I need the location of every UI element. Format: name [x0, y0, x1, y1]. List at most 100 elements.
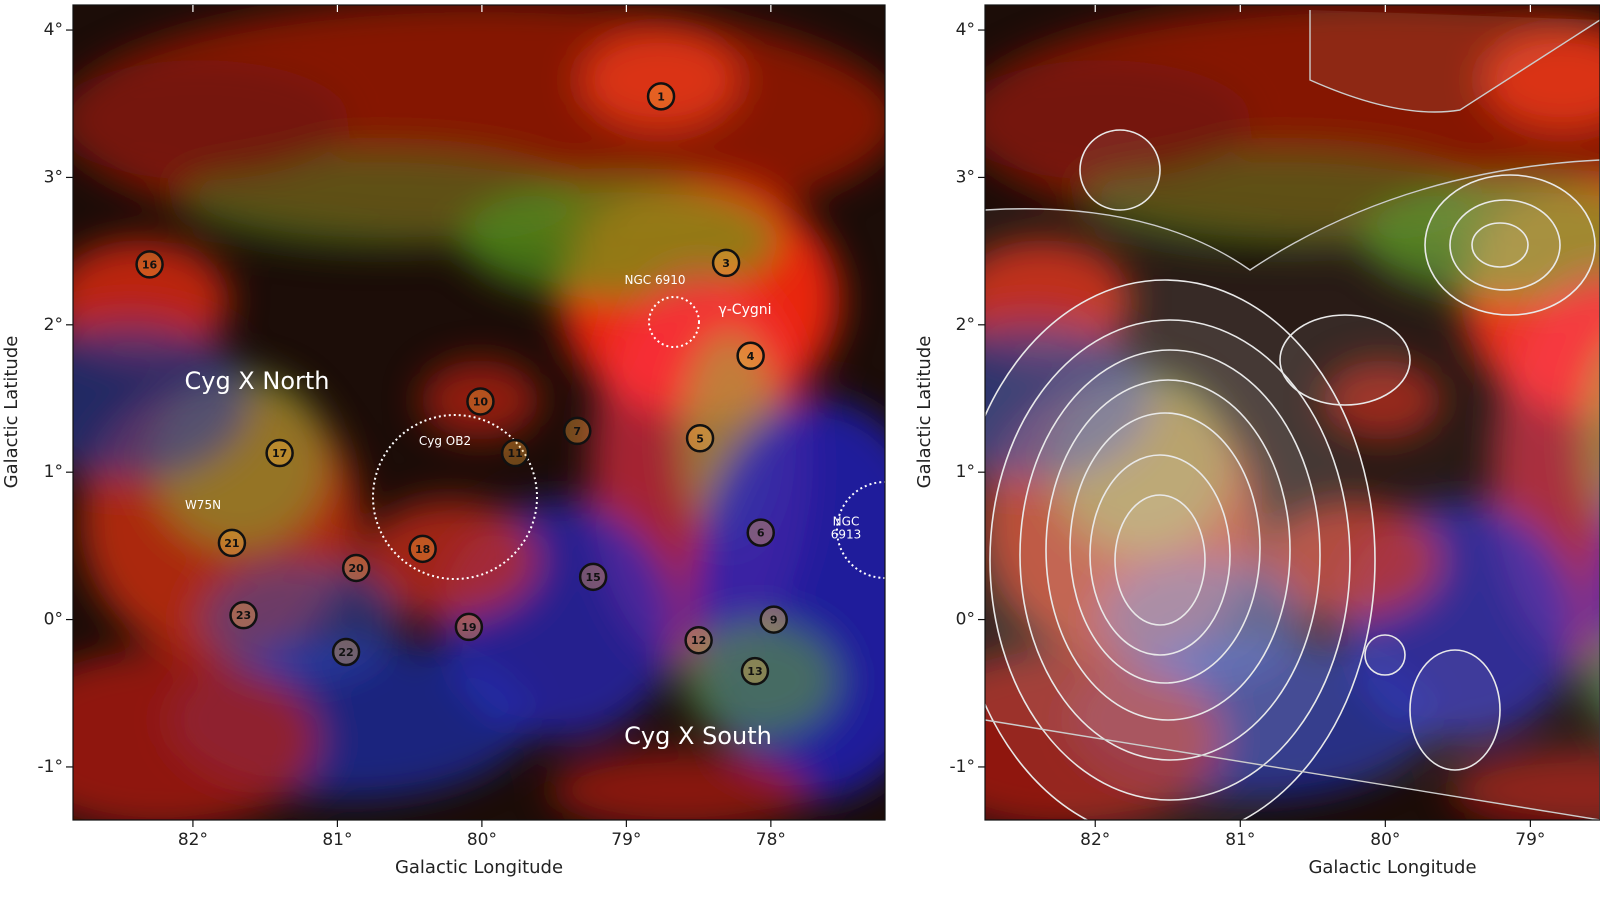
region-label: Cyg X North	[184, 367, 329, 395]
x-tick-label: 82°	[178, 830, 208, 850]
source-marker	[500, 438, 530, 468]
contours	[985, 10, 1600, 820]
nebula-blob	[1482, 30, 1600, 130]
x-tick-label: 82°	[1080, 830, 1110, 850]
source-marker	[578, 562, 608, 592]
nebula-blob	[73, 60, 350, 180]
contour	[985, 279, 1376, 820]
source-label: 13	[747, 665, 762, 678]
y-axis-label: Galactic Latitude	[914, 336, 935, 489]
source-label: 16	[142, 258, 158, 271]
source-marker	[684, 625, 713, 655]
source-label: 23	[236, 609, 251, 622]
y-tick-label: 2°	[44, 315, 63, 335]
source-label: 6	[757, 527, 765, 540]
y-tick-label: 4°	[44, 20, 63, 40]
region-label: Cyg OB2	[419, 434, 471, 448]
nebula-blob	[360, 500, 540, 620]
contour	[1089, 454, 1231, 656]
source-label: 9	[770, 614, 778, 627]
x-tick-label: 80°	[467, 830, 497, 850]
x-tick-label: 80°	[1370, 830, 1400, 850]
x-tick-label: 79°	[611, 830, 641, 850]
nebula-blob	[985, 60, 1252, 180]
nebula-blob	[550, 750, 810, 820]
source-label: 15	[585, 571, 600, 584]
contour	[1424, 174, 1596, 316]
source-label: 19	[461, 621, 476, 634]
nebula-blob	[680, 620, 840, 740]
y-tick-label: 1°	[44, 462, 63, 482]
source-marker	[746, 518, 775, 547]
nebula-blob	[200, 560, 400, 680]
source-marker	[562, 416, 592, 446]
contour	[1449, 199, 1561, 291]
nebula-blob	[580, 30, 740, 130]
nebula-blob	[1582, 642, 1600, 718]
source-label: 10	[473, 395, 489, 408]
nebula-blob	[180, 150, 580, 250]
x-axis-label: Galactic Longitude	[1308, 857, 1476, 878]
nebula-blob	[1592, 531, 1600, 669]
contour	[1114, 494, 1206, 626]
source-label: 5	[696, 432, 704, 445]
source-marker	[736, 341, 765, 371]
cluster-circle	[372, 414, 538, 580]
contour	[1309, 10, 1600, 113]
source-marker	[454, 612, 484, 642]
source-marker	[229, 600, 258, 630]
cluster-circle	[836, 481, 885, 579]
source-marker	[711, 248, 741, 278]
nebula-blob	[1582, 355, 1600, 525]
y-tick-label: -1°	[38, 757, 63, 777]
source-marker	[265, 438, 294, 468]
source-label: 21	[224, 537, 239, 550]
nebula-blob	[1262, 500, 1442, 620]
region-label: γ-Cygni	[718, 302, 771, 318]
region-label: NGC 6910	[624, 273, 685, 287]
nebula-blob	[73, 320, 250, 480]
y-tick-label: 0°	[956, 610, 975, 630]
image-panel: Cyg X North Cyg X South NGC 6910 γ-Cygni Cyg…	[73, 5, 885, 820]
source-label: 1	[657, 90, 665, 103]
source-label: 20	[349, 562, 365, 575]
region-label: W75N	[185, 498, 221, 512]
nebula-blob	[73, 650, 320, 820]
y-tick-label: 1°	[956, 462, 975, 482]
axes-frame	[984, 4, 1600, 821]
region-label: Cyg X South	[624, 722, 772, 750]
contour	[1045, 379, 1291, 721]
nebula-blob	[1082, 150, 1482, 250]
source-label: 18	[415, 543, 430, 556]
nebula-blob	[985, 650, 1222, 820]
x-tick-label: 79°	[1515, 830, 1545, 850]
region-label: NGC 6913	[831, 514, 862, 541]
x-tick-label: 78°	[756, 830, 786, 850]
contour	[1019, 349, 1321, 761]
source-label: 11	[507, 447, 522, 460]
source-label: 17	[272, 447, 287, 460]
cluster-circle	[648, 296, 700, 348]
source-label: 22	[338, 646, 353, 659]
source-marker	[685, 424, 715, 453]
nebula-blob	[985, 320, 1152, 480]
nebula-blob	[1102, 560, 1302, 680]
contour	[985, 159, 1600, 820]
x-axis-label: Galactic Longitude	[395, 857, 563, 878]
source-marker	[759, 605, 788, 634]
contour	[1409, 649, 1501, 771]
y-tick-label: 3°	[44, 167, 63, 187]
y-axis-label: Galactic Latitude	[1, 336, 22, 489]
source-marker	[217, 528, 247, 558]
contour	[1069, 412, 1261, 684]
source-marker	[135, 250, 164, 279]
y-tick-label: 3°	[956, 167, 975, 187]
y-tick-label: 2°	[956, 315, 975, 335]
source-label: 7	[573, 425, 581, 438]
contour	[989, 319, 1351, 801]
x-tick-label: 81°	[1225, 830, 1255, 850]
contour	[1279, 314, 1411, 406]
source-marker	[646, 82, 676, 111]
y-tick-label: -1°	[950, 757, 975, 777]
